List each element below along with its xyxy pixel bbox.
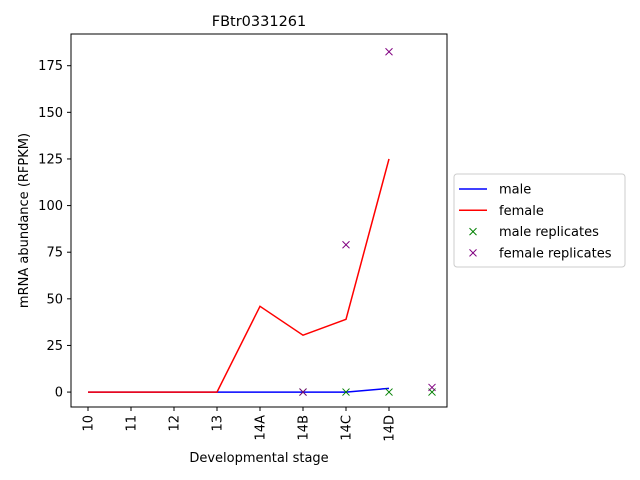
legend-entry: female xyxy=(459,204,544,219)
replicate-point xyxy=(428,383,436,392)
replicate-point xyxy=(385,47,393,56)
plot-frame xyxy=(70,33,448,408)
legend-label: female xyxy=(499,204,544,219)
y-tick-label: 175 xyxy=(38,59,63,74)
x-tick-label: 11 xyxy=(125,415,140,432)
replicate-markers xyxy=(299,47,436,396)
y-tick-label: 150 xyxy=(38,106,63,121)
legend-box xyxy=(453,173,626,268)
legend-entry: male xyxy=(459,183,531,198)
x-tick-label: 12 xyxy=(168,415,183,432)
legend-entry: male replicates xyxy=(469,225,599,240)
legend-marker-swatch xyxy=(469,249,477,257)
x-axis-label: Developmental stage xyxy=(189,451,328,466)
replicate-point xyxy=(342,388,350,396)
legend: male female male replicates female replicat… xyxy=(453,173,626,268)
replicate-point xyxy=(299,388,307,396)
x-tick-label: 13 xyxy=(211,415,226,432)
replicate-point xyxy=(342,240,350,249)
y-tick-label: 75 xyxy=(46,246,63,261)
y-axis: 0 25 50 75 100 125 150 175 xyxy=(38,59,71,401)
legend-label: male replicates xyxy=(499,225,599,240)
y-tick-label: 125 xyxy=(38,152,63,167)
plot-area xyxy=(70,33,448,408)
legend-label: female replicates xyxy=(499,246,612,261)
y-tick-label: 50 xyxy=(46,292,63,307)
x-tick-label: 10 xyxy=(82,415,97,432)
y-tick-label: 0 xyxy=(55,386,63,401)
series-line-female xyxy=(88,158,390,393)
x-axis: 10 11 12 13 14A 14B 14C 14D xyxy=(82,407,398,442)
y-tick-label: 100 xyxy=(38,199,63,214)
y-axis-label: mRNA abundance (RFPKM) xyxy=(17,133,32,308)
x-tick-label: 14A xyxy=(254,415,269,441)
series-layer xyxy=(88,158,390,393)
legend-marker-swatch xyxy=(469,227,477,236)
x-tick-label: 14C xyxy=(340,415,355,441)
legend-label: male xyxy=(499,183,531,198)
x-tick-label: 14D xyxy=(383,415,398,442)
x-tick-label: 14B xyxy=(297,415,312,440)
replicate-point xyxy=(385,388,393,396)
y-tick-label: 25 xyxy=(46,339,63,354)
chart-title: FBtr0331261 xyxy=(212,14,307,30)
legend-entry: female replicates xyxy=(469,246,612,261)
